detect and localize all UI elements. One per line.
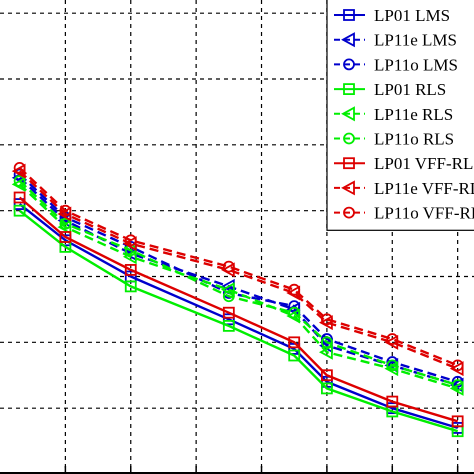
series-8-point-4 xyxy=(288,283,301,296)
legend-marker-6 xyxy=(343,157,355,170)
series-7-point-6 xyxy=(384,334,399,350)
series-5-point-5 xyxy=(320,336,333,349)
series-7-point-7 xyxy=(449,361,464,377)
series-6-point-6 xyxy=(386,395,399,408)
legend-label-1: LP11e LMS xyxy=(374,31,457,50)
series-8-point-0 xyxy=(13,161,26,174)
legend-marker-2 xyxy=(343,58,355,71)
series-6-point-2 xyxy=(124,264,137,276)
legend-marker-8 xyxy=(343,206,355,219)
series-3-point-4 xyxy=(288,349,301,362)
series-line-0 xyxy=(18,203,459,430)
legend-item-7: LP11e VFF-RLS xyxy=(334,179,474,198)
legend-item-2: LP11o LMS xyxy=(334,55,458,74)
legend-item-6: LP01 VFF-RLS xyxy=(334,154,474,173)
legend-marker-5 xyxy=(343,132,355,145)
series-4-point-5 xyxy=(319,344,333,360)
legend-item-5: LP11o RLS xyxy=(334,130,454,149)
series-8-point-2 xyxy=(124,234,137,247)
series-8 xyxy=(13,161,464,372)
series-line-4 xyxy=(18,183,459,390)
series-2-point-4 xyxy=(288,300,301,313)
series-4-point-2 xyxy=(122,249,137,265)
legend-item-4: LP11e RLS xyxy=(334,105,453,124)
series-6-point-5 xyxy=(320,369,333,382)
series-2-point-5 xyxy=(320,333,333,345)
legend-marker-1 xyxy=(341,32,355,48)
series-6-point-0 xyxy=(13,191,26,204)
legend-marker-0 xyxy=(343,9,355,21)
series-lines xyxy=(11,161,464,438)
legend-label-2: LP11o LMS xyxy=(374,55,458,74)
legend-label-5: LP11o RLS xyxy=(374,130,454,149)
series-7-point-5 xyxy=(319,315,333,331)
series-5-point-4 xyxy=(288,306,301,319)
series-3-point-3 xyxy=(222,319,235,332)
series-5-point-6 xyxy=(386,359,399,372)
series-line-7 xyxy=(18,170,459,370)
series-line-8 xyxy=(18,167,459,367)
series-8-point-6 xyxy=(386,333,399,345)
series-5-point-3 xyxy=(222,290,235,303)
legend-marker-7 xyxy=(341,180,355,196)
series-5-point-1 xyxy=(59,217,72,230)
series-8-point-7 xyxy=(451,359,464,372)
legend-marker-3 xyxy=(343,83,355,95)
legend-label-4: LP11e RLS xyxy=(374,105,453,124)
series-8-point-1 xyxy=(59,204,72,217)
legend-item-8: LP11o VFF-RLS xyxy=(334,204,474,223)
legend-label-6: LP01 VFF-RLS xyxy=(374,154,474,173)
series-6 xyxy=(13,191,464,428)
legend-label-8: LP11o VFF-RLS xyxy=(374,204,474,223)
series-line-6 xyxy=(18,196,459,423)
series-line-3 xyxy=(18,209,459,433)
legend-marker-4 xyxy=(341,106,355,122)
legend-item-1: LP11e LMS xyxy=(334,31,457,50)
legend-item-3: LP01 RLS xyxy=(334,80,446,99)
series-4-point-3 xyxy=(220,282,235,298)
series-line-2 xyxy=(18,173,459,383)
legend-label-7: LP11e VFF-RLS xyxy=(374,179,474,198)
series-7-point-3 xyxy=(220,262,235,278)
series-8-point-5 xyxy=(320,313,333,326)
series-6-point-7 xyxy=(451,415,464,428)
series-3-point-0 xyxy=(13,204,26,217)
series-3-point-5 xyxy=(320,382,333,395)
legend-label-3: LP01 RLS xyxy=(374,80,446,99)
legend: LP01 LMS LP11e LMS LP11o LMS LP01 RLS LP11e … xyxy=(326,0,474,231)
series-0-point-3 xyxy=(222,313,235,326)
series-line-5 xyxy=(18,180,459,387)
legend-item-0: LP01 LMS xyxy=(334,6,450,25)
series-6-point-1 xyxy=(59,231,72,243)
legend-label-0: LP01 LMS xyxy=(374,6,450,25)
series-6-point-4 xyxy=(288,336,301,349)
series-6-point-3 xyxy=(222,306,235,319)
series-5-point-7 xyxy=(451,379,464,392)
series-5-point-0 xyxy=(13,175,26,187)
series-3-point-2 xyxy=(124,280,137,293)
series-8-point-3 xyxy=(222,260,235,273)
